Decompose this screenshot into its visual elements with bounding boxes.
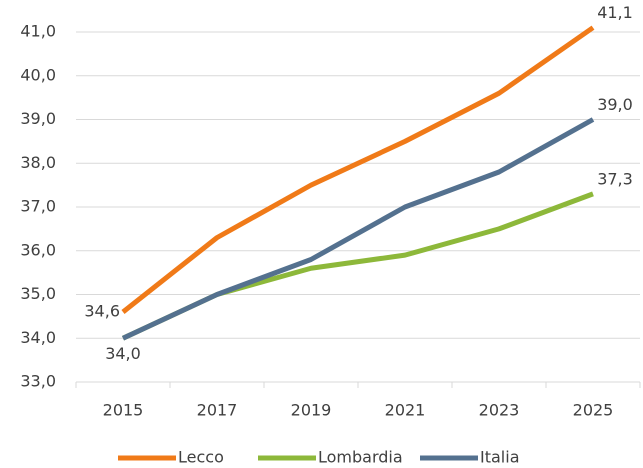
data-label: 41,1 bbox=[597, 3, 633, 22]
legend-label: Lecco bbox=[178, 448, 224, 467]
x-tick-label: 2019 bbox=[291, 401, 332, 420]
line-series bbox=[121, 25, 595, 314]
data-label: 34,0 bbox=[105, 344, 141, 363]
line-series bbox=[121, 117, 595, 341]
y-tick-label: 37,0 bbox=[20, 197, 56, 216]
y-tick-label: 34,0 bbox=[20, 328, 56, 347]
line-series bbox=[121, 191, 594, 341]
y-tick-label: 35,0 bbox=[20, 284, 56, 303]
data-label: 34,6 bbox=[84, 302, 120, 321]
data-label: 39,0 bbox=[597, 95, 633, 114]
x-tick-label: 2015 bbox=[103, 401, 144, 420]
y-tick-label: 36,0 bbox=[20, 240, 56, 259]
y-tick-label: 40,0 bbox=[20, 65, 56, 84]
legend-label: Italia bbox=[480, 448, 520, 467]
x-tick-label: 2021 bbox=[385, 401, 426, 420]
y-tick-label: 33,0 bbox=[20, 372, 56, 391]
legend-label: Lombardia bbox=[318, 448, 403, 467]
x-tick-label: 2023 bbox=[479, 401, 520, 420]
x-tick-label: 2025 bbox=[573, 401, 614, 420]
data-label: 37,3 bbox=[597, 169, 633, 188]
y-tick-label: 38,0 bbox=[20, 153, 56, 172]
x-tick-label: 2017 bbox=[197, 401, 238, 420]
y-tick-label: 39,0 bbox=[20, 109, 56, 128]
y-tick-label: 41,0 bbox=[20, 22, 56, 41]
